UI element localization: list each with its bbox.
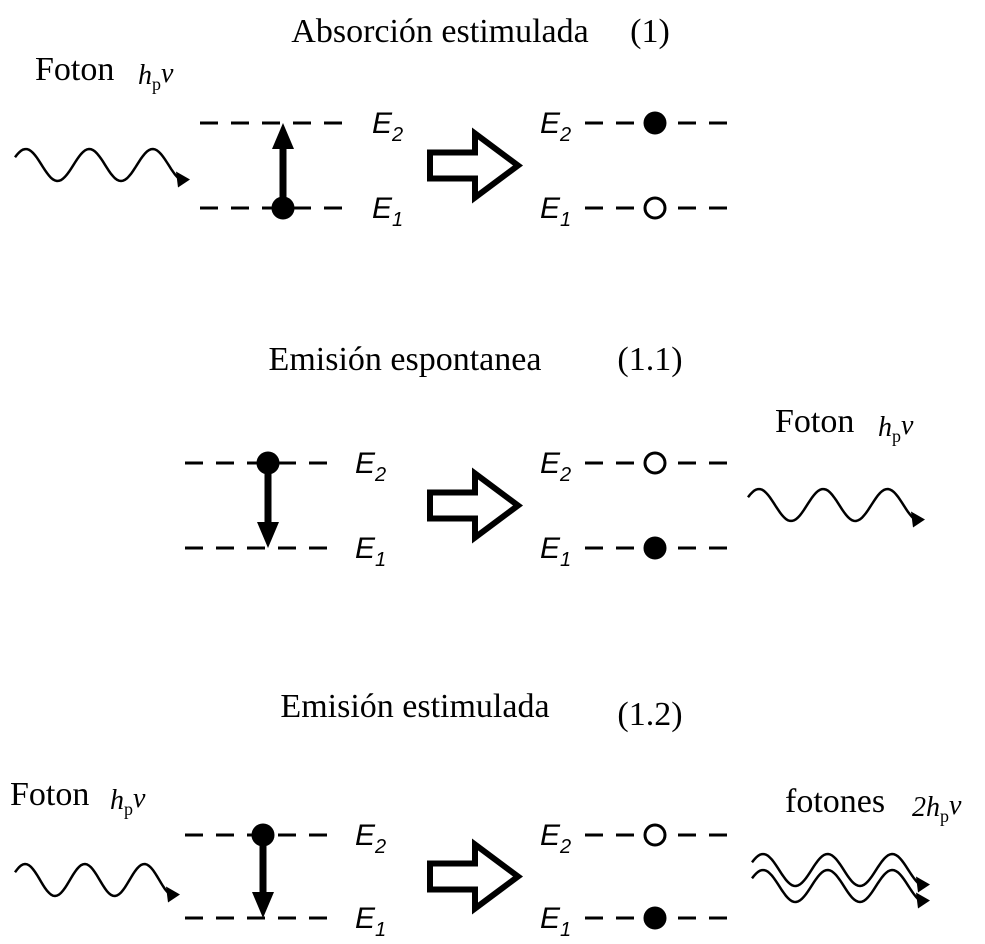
filled-electron <box>643 536 667 560</box>
level-symbol: E <box>372 107 393 140</box>
symbol-tail: ν <box>133 783 146 814</box>
level-label: E2 <box>540 447 571 486</box>
photon-wave <box>13 862 170 898</box>
level-label: E1 <box>540 192 571 231</box>
section-title: Emisión espontanea <box>269 341 542 378</box>
level-subscript: 1 <box>560 919 571 941</box>
level-subscript: 2 <box>559 464 571 486</box>
photon-arrowhead <box>916 876 930 893</box>
level-label: E1 <box>355 902 386 941</box>
photon-arrowhead <box>911 511 925 528</box>
symbol-tail: ν <box>949 790 962 821</box>
level-symbol: E <box>540 532 561 565</box>
photon-label: Foton <box>775 403 854 440</box>
level-label: E2 <box>355 447 386 486</box>
photon-label: Foton <box>10 776 89 813</box>
symbol-tail: ν <box>161 58 174 89</box>
transition-arrowhead <box>257 522 279 548</box>
symbol-tail: ν <box>901 410 914 441</box>
photon-wave <box>751 852 921 888</box>
section-title: Emisión estimulada <box>280 688 549 725</box>
level-subscript: 1 <box>560 209 571 231</box>
level-symbol: E <box>540 447 561 480</box>
photon-symbol: 2hpν <box>912 790 962 826</box>
level-subscript: 2 <box>559 124 571 146</box>
level-symbol: E <box>355 819 376 852</box>
level-subscript: 1 <box>375 919 386 941</box>
photon-arrowhead <box>166 886 180 903</box>
level-label: E1 <box>540 902 571 941</box>
level-subscript: 2 <box>391 124 403 146</box>
level-label: E2 <box>540 107 571 146</box>
level-subscript: 1 <box>375 549 386 571</box>
empty-electron <box>643 451 667 475</box>
photon-wave <box>14 147 180 183</box>
transition-arrowhead <box>252 892 274 918</box>
empty-electron <box>643 823 667 847</box>
photon-label: Foton <box>35 51 114 88</box>
photon-arrowhead <box>916 892 930 909</box>
level-label: E1 <box>355 532 386 571</box>
photon-wave <box>747 487 915 523</box>
level-symbol: E <box>540 819 561 852</box>
level-symbol: E <box>540 902 561 935</box>
photon-symbol: hpν <box>110 783 146 819</box>
section-title: Absorción estimulada <box>291 13 588 50</box>
level-subscript: 2 <box>559 836 571 858</box>
process-arrow <box>427 467 524 544</box>
section-number: (1.2) <box>617 696 682 733</box>
filled-electron <box>643 906 667 930</box>
level-symbol: E <box>355 532 376 565</box>
symbol-main: 2h <box>912 792 940 823</box>
level-subscript: 2 <box>374 836 386 858</box>
photon-arrowhead <box>176 171 190 188</box>
level-label: E2 <box>355 819 386 858</box>
level-symbol: E <box>540 107 561 140</box>
filled-electron <box>251 823 275 847</box>
photon-wave <box>751 868 921 904</box>
level-subscript: 1 <box>392 209 403 231</box>
section-number: (1.1) <box>617 341 682 378</box>
symbol-sub: p <box>152 74 161 94</box>
level-subscript: 2 <box>374 464 386 486</box>
level-symbol: E <box>355 902 376 935</box>
level-subscript: 1 <box>560 549 571 571</box>
level-symbol: E <box>372 192 393 225</box>
section-number: (1) <box>630 13 670 50</box>
level-label: E2 <box>540 819 571 858</box>
empty-electron <box>643 196 667 220</box>
symbol-main: h <box>138 60 152 91</box>
photon-symbol: hpν <box>138 58 174 94</box>
symbol-sub: p <box>892 426 901 446</box>
transition-arrowhead <box>272 123 294 149</box>
level-symbol: E <box>540 192 561 225</box>
process-arrow <box>427 127 524 204</box>
process-arrow <box>427 838 524 915</box>
symbol-main: h <box>110 785 124 816</box>
photon-symbol: hpν <box>878 410 914 446</box>
photon-label: fotones <box>785 783 885 820</box>
filled-electron <box>643 111 667 135</box>
level-symbol: E <box>355 447 376 480</box>
symbol-main: h <box>878 412 892 443</box>
symbol-sub: p <box>940 806 949 826</box>
level-label: E1 <box>372 192 403 231</box>
filled-electron <box>256 451 280 475</box>
symbol-sub: p <box>124 799 133 819</box>
level-label: E1 <box>540 532 571 571</box>
filled-electron <box>271 196 295 220</box>
level-label: E2 <box>372 107 403 146</box>
